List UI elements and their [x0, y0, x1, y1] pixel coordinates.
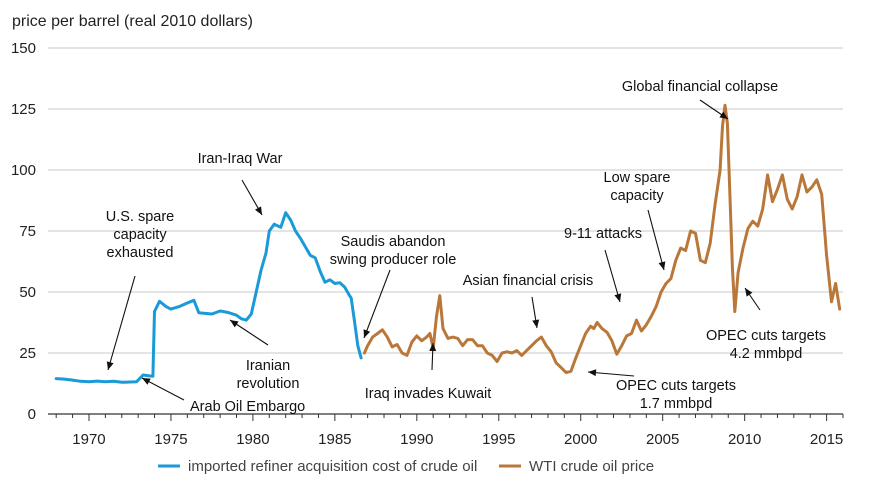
- annotation-arrowhead: [614, 293, 622, 302]
- annotation-line: capacity: [610, 188, 664, 204]
- y-axis-title: price per barrel (real 2010 dollars): [12, 13, 253, 30]
- legend-item: WTI crude oil price: [499, 458, 654, 475]
- annotation-arrow: [107, 275, 136, 371]
- annotation: Iraq invades Kuwait: [365, 342, 492, 402]
- annotation-text: Iraq invades Kuwait: [365, 386, 492, 402]
- annotation-line: swing producer role: [330, 252, 457, 268]
- annotation-text: Iranian revolution: [237, 358, 300, 392]
- annotation-text: U.S. spare capacity exhausted: [106, 209, 175, 261]
- y-tick-label: 50: [19, 284, 36, 301]
- gridlines: [48, 47, 843, 415]
- annotation-arrowhead: [719, 111, 728, 119]
- annotation-text: OPEC cuts targets 1.7 mmbpd: [616, 378, 736, 412]
- annotation: U.S. spare capacity exhausted: [106, 209, 175, 371]
- annotation-arrow: [647, 209, 665, 271]
- x-tick-labels: 1970 1975 1980 1985 1990 1995 2000 2005 2010 2015: [55, 414, 844, 448]
- annotation-line: Low spare: [604, 170, 671, 186]
- x-tick-label: 1975: [154, 431, 187, 448]
- y-tick-label: 0: [28, 406, 36, 423]
- annotation: Arab Oil Embargo: [141, 377, 305, 415]
- annotation-text: Low spare capacity: [604, 170, 671, 204]
- legend: imported refiner acquisition cost of cru…: [158, 458, 654, 475]
- annotation: Global financial collapse: [622, 79, 778, 120]
- x-tick-label: 1980: [236, 431, 269, 448]
- annotation-text: Global financial collapse: [622, 79, 778, 95]
- annotation-line: Iraq invades Kuwait: [365, 386, 492, 402]
- annotation-arrowhead: [588, 369, 597, 377]
- annotation-line: Saudis abandon: [341, 234, 446, 250]
- annotation: 9-11 attacks: [564, 226, 642, 303]
- x-tick-label: 1985: [318, 431, 351, 448]
- legend-label: WTI crude oil price: [529, 458, 654, 475]
- annotation: Saudis abandon swing producer role: [330, 234, 457, 339]
- y-tick-label: 125: [11, 101, 36, 118]
- annotation-arrow: [363, 269, 391, 339]
- x-tick-label: 1970: [72, 431, 105, 448]
- annotation: Iranian revolution: [229, 319, 300, 392]
- series-lines: [54, 103, 842, 384]
- annotation-line: Iranian: [246, 358, 290, 374]
- annotation-arrowhead: [230, 320, 239, 328]
- y-tick-label: 75: [19, 223, 36, 240]
- series-line-wti: [362, 103, 842, 374]
- annotation: Iran-Iraq War: [198, 151, 283, 216]
- y-tick-label: 150: [11, 40, 36, 57]
- annotation-line: Global financial collapse: [622, 79, 778, 95]
- annotation-arrowhead: [363, 329, 371, 338]
- annotation-arrowhead: [106, 361, 114, 370]
- annotation-line: Arab Oil Embargo: [190, 399, 305, 415]
- y-tick-label: 25: [19, 345, 36, 362]
- annotation-line: exhausted: [107, 245, 174, 261]
- annotation-arrowhead: [658, 261, 666, 270]
- y-tick-labels: 0 25 50 75 100 125 150: [11, 40, 36, 423]
- annotation-line: 4.2 mmbpd: [730, 346, 803, 362]
- annotation-line: Asian financial crisis: [463, 273, 594, 289]
- annotation-arrowhead: [429, 343, 437, 352]
- annotation: Low spare capacity: [604, 170, 671, 271]
- x-tick-label: 2005: [646, 431, 679, 448]
- annotation-line: capacity: [113, 227, 167, 243]
- annotation-arrowhead: [142, 378, 151, 385]
- annotation: Asian financial crisis: [463, 273, 594, 329]
- x-tick-label: 2010: [728, 431, 761, 448]
- x-tick-label: 2015: [810, 431, 843, 448]
- annotation-text: Iran-Iraq War: [198, 151, 283, 167]
- series-line-imported-refiner-cost: [54, 211, 363, 384]
- legend-item: imported refiner acquisition cost of cru…: [158, 458, 477, 475]
- annotation: OPEC cuts targets 1.7 mmbpd: [587, 369, 736, 412]
- annotation-line: OPEC cuts targets: [616, 378, 736, 394]
- annotation-line: U.S. spare: [106, 209, 175, 225]
- annotation-line: revolution: [237, 376, 300, 392]
- annotation-arrow: [604, 249, 621, 303]
- annotation-text: Arab Oil Embargo: [190, 399, 305, 415]
- annotation-arrowhead: [532, 319, 540, 328]
- x-tick-label: 1990: [400, 431, 433, 448]
- annotation-arrowhead: [254, 206, 262, 215]
- annotation-line: 1.7 mmbpd: [640, 396, 713, 412]
- annotation: OPEC cuts targets 4.2 mmbpd: [706, 287, 826, 362]
- annotation-line: OPEC cuts targets: [706, 328, 826, 344]
- annotation-text: Saudis abandon swing producer role: [330, 234, 457, 268]
- annotation-arrowhead: [745, 288, 753, 297]
- annotations: U.S. spare capacity exhausted Arab Oil Emba…: [106, 79, 826, 415]
- legend-label: imported refiner acquisition cost of cru…: [188, 458, 477, 475]
- x-tick-label: 1995: [482, 431, 515, 448]
- annotation-line: 9-11 attacks: [564, 226, 642, 242]
- annotation-text: Asian financial crisis: [463, 273, 594, 289]
- annotation-line: Iran-Iraq War: [198, 151, 283, 167]
- annotation-text: OPEC cuts targets 4.2 mmbpd: [706, 328, 826, 362]
- annotation-text: 9-11 attacks: [564, 226, 642, 242]
- y-tick-label: 100: [11, 162, 36, 179]
- x-tick-label: 2000: [564, 431, 597, 448]
